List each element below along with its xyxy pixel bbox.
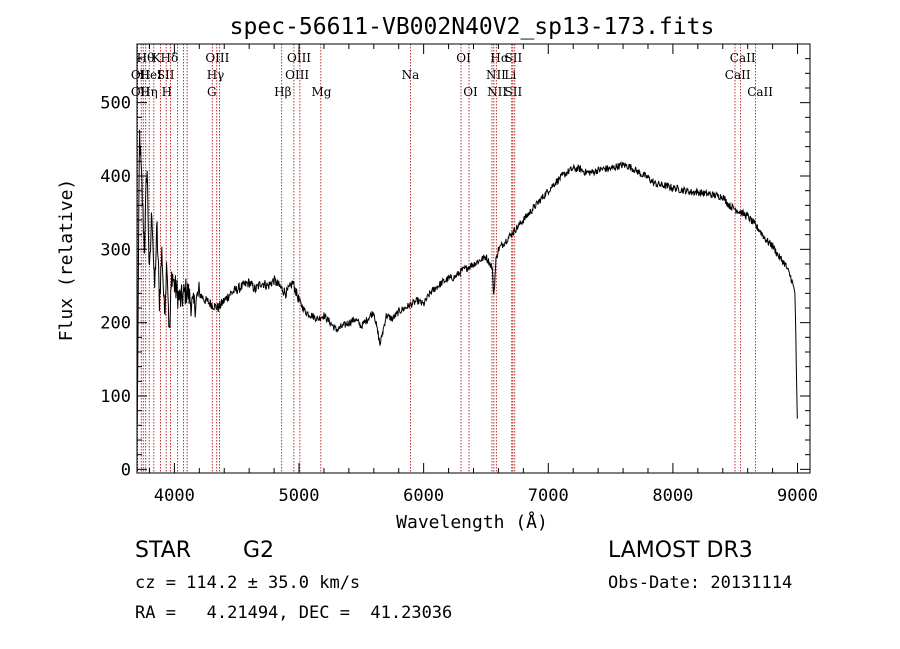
line-label-CaII: CaII [730, 51, 756, 65]
line-label-Hθ: Hθ [137, 51, 155, 65]
survey-name: LAMOST DR3 [608, 538, 753, 563]
line-label-SII: SII [157, 68, 175, 82]
x-tick-label-7000: 7000 [528, 486, 569, 506]
obs-date: Obs-Date: 20131114 [608, 573, 793, 593]
line-label-OI: OI [456, 51, 471, 65]
line-label-SII: SII [505, 51, 523, 65]
emission-line-markers [137, 44, 756, 473]
line-label-CaII: CaII [747, 85, 773, 99]
y-tick-label-300: 300 [100, 240, 131, 260]
line-label-Hδ: Hδ [161, 51, 179, 65]
line-label-SII: SII [505, 85, 523, 99]
line-label-NII: NII [486, 68, 506, 82]
x-tick-label-9000: 9000 [777, 486, 818, 506]
line-label-Hα: Hα [490, 51, 509, 65]
line-label-OII: OII [131, 68, 151, 82]
y-tick-label-200: 200 [100, 314, 131, 334]
spectrum-line [136, 129, 798, 425]
plot-frame [136, 43, 811, 474]
line-label-Hη: Hη [140, 85, 158, 99]
line-label-G: G [207, 85, 217, 99]
line-label-OI: OI [463, 85, 478, 99]
line-label-Hγ: Hγ [207, 68, 225, 82]
line-label-Hβ: Hβ [274, 85, 291, 99]
line-label-OIII: OIII [285, 68, 309, 82]
x-tick-label-5000: 5000 [279, 486, 320, 506]
redshift-readout: cz = 114.2 ± 35.0 km/s [135, 573, 361, 593]
y-tick-label-400: 400 [100, 167, 131, 187]
line-label-H: H [162, 85, 172, 99]
object-subclass: G2 [243, 538, 275, 563]
line-label-OIII: OIII [287, 51, 311, 65]
y-axis: 0 100 200 300 400 500 [100, 58, 810, 480]
chart-title: spec-56611-VB002N40V2_sp13-173.fits [230, 14, 715, 40]
y-tick-label-100: 100 [100, 387, 131, 407]
line-label-Li: Li [504, 68, 516, 82]
line-label-CaII: CaII [725, 68, 751, 82]
line-label-K: K [152, 51, 162, 65]
x-axis: 4000 5000 6000 7000 8000 9000 [148, 44, 818, 506]
line-label-Mg: Mg [311, 85, 331, 99]
x-tick-label-6000: 6000 [403, 486, 444, 506]
object-class: STAR [135, 538, 192, 563]
line-label-OIII: OIII [205, 51, 229, 65]
x-axis-label: Wavelength (Å) [396, 511, 548, 533]
line-label-NII: NII [487, 85, 507, 99]
line-label-HeI: HeI [140, 68, 163, 82]
x-tick-label-4000: 4000 [154, 486, 195, 506]
line-label-OII: OII [131, 85, 151, 99]
line-label-Na: Na [402, 68, 420, 82]
x-tick-label-8000: 8000 [652, 486, 693, 506]
y-tick-label-0: 0 [121, 460, 131, 480]
coordinates: RA = 4.21494, DEC = 41.23036 [135, 603, 453, 623]
y-tick-label-500: 500 [100, 94, 131, 114]
y-axis-label: Flux (relative) [56, 179, 77, 342]
